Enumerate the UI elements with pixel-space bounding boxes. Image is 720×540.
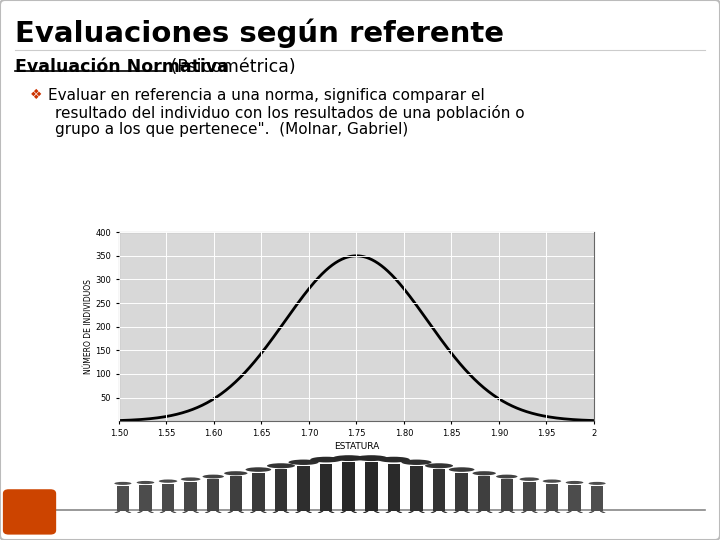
Bar: [456, 473, 468, 511]
Bar: [275, 469, 287, 511]
Circle shape: [246, 467, 271, 472]
Text: 35: 35: [17, 510, 39, 525]
Circle shape: [355, 455, 387, 461]
Bar: [117, 485, 129, 511]
Bar: [478, 476, 490, 511]
Circle shape: [267, 463, 295, 468]
Text: Evaluación Normativa: Evaluación Normativa: [15, 58, 229, 76]
Bar: [568, 485, 581, 511]
Text: resultado del individuo con los resultados de una población o: resultado del individuo con los resultad…: [55, 105, 525, 121]
Text: Evaluar en referencia a una norma, significa comparar el: Evaluar en referencia a una norma, signi…: [48, 88, 485, 103]
Bar: [387, 464, 400, 511]
Bar: [207, 480, 220, 511]
Text: (Psicométrica): (Psicométrica): [165, 58, 296, 76]
Circle shape: [333, 455, 365, 461]
Circle shape: [114, 482, 132, 485]
Bar: [410, 466, 423, 511]
Circle shape: [425, 463, 453, 468]
Circle shape: [289, 460, 319, 465]
Bar: [343, 462, 355, 511]
Circle shape: [472, 471, 496, 475]
Bar: [162, 483, 174, 511]
Y-axis label: NÚMERO DE INDIVIDUOS: NÚMERO DE INDIVIDUOS: [84, 279, 92, 374]
Circle shape: [520, 477, 539, 481]
Circle shape: [496, 475, 518, 478]
Circle shape: [449, 467, 474, 472]
Bar: [184, 482, 197, 511]
Circle shape: [543, 480, 561, 483]
Circle shape: [310, 457, 342, 462]
Text: ❖: ❖: [30, 88, 42, 102]
Bar: [523, 482, 536, 511]
X-axis label: ESTATURA: ESTATURA: [334, 442, 379, 451]
Bar: [365, 462, 377, 511]
Circle shape: [137, 481, 154, 484]
Bar: [591, 485, 603, 511]
Bar: [297, 466, 310, 511]
Bar: [433, 469, 445, 511]
Bar: [320, 464, 333, 511]
Circle shape: [202, 475, 224, 478]
Bar: [139, 485, 152, 511]
Bar: [546, 483, 558, 511]
Circle shape: [159, 480, 177, 483]
Circle shape: [588, 482, 606, 485]
Bar: [252, 473, 264, 511]
Text: Evaluaciones según referente: Evaluaciones según referente: [15, 18, 504, 48]
Circle shape: [181, 477, 200, 481]
Bar: [230, 476, 242, 511]
Text: grupo a los que pertenece".  (Molnar, Gabriel): grupo a los que pertenece". (Molnar, Gab…: [55, 122, 408, 137]
Circle shape: [378, 457, 410, 462]
Bar: [500, 480, 513, 511]
Circle shape: [566, 481, 583, 484]
Circle shape: [401, 460, 431, 465]
Circle shape: [224, 471, 248, 475]
